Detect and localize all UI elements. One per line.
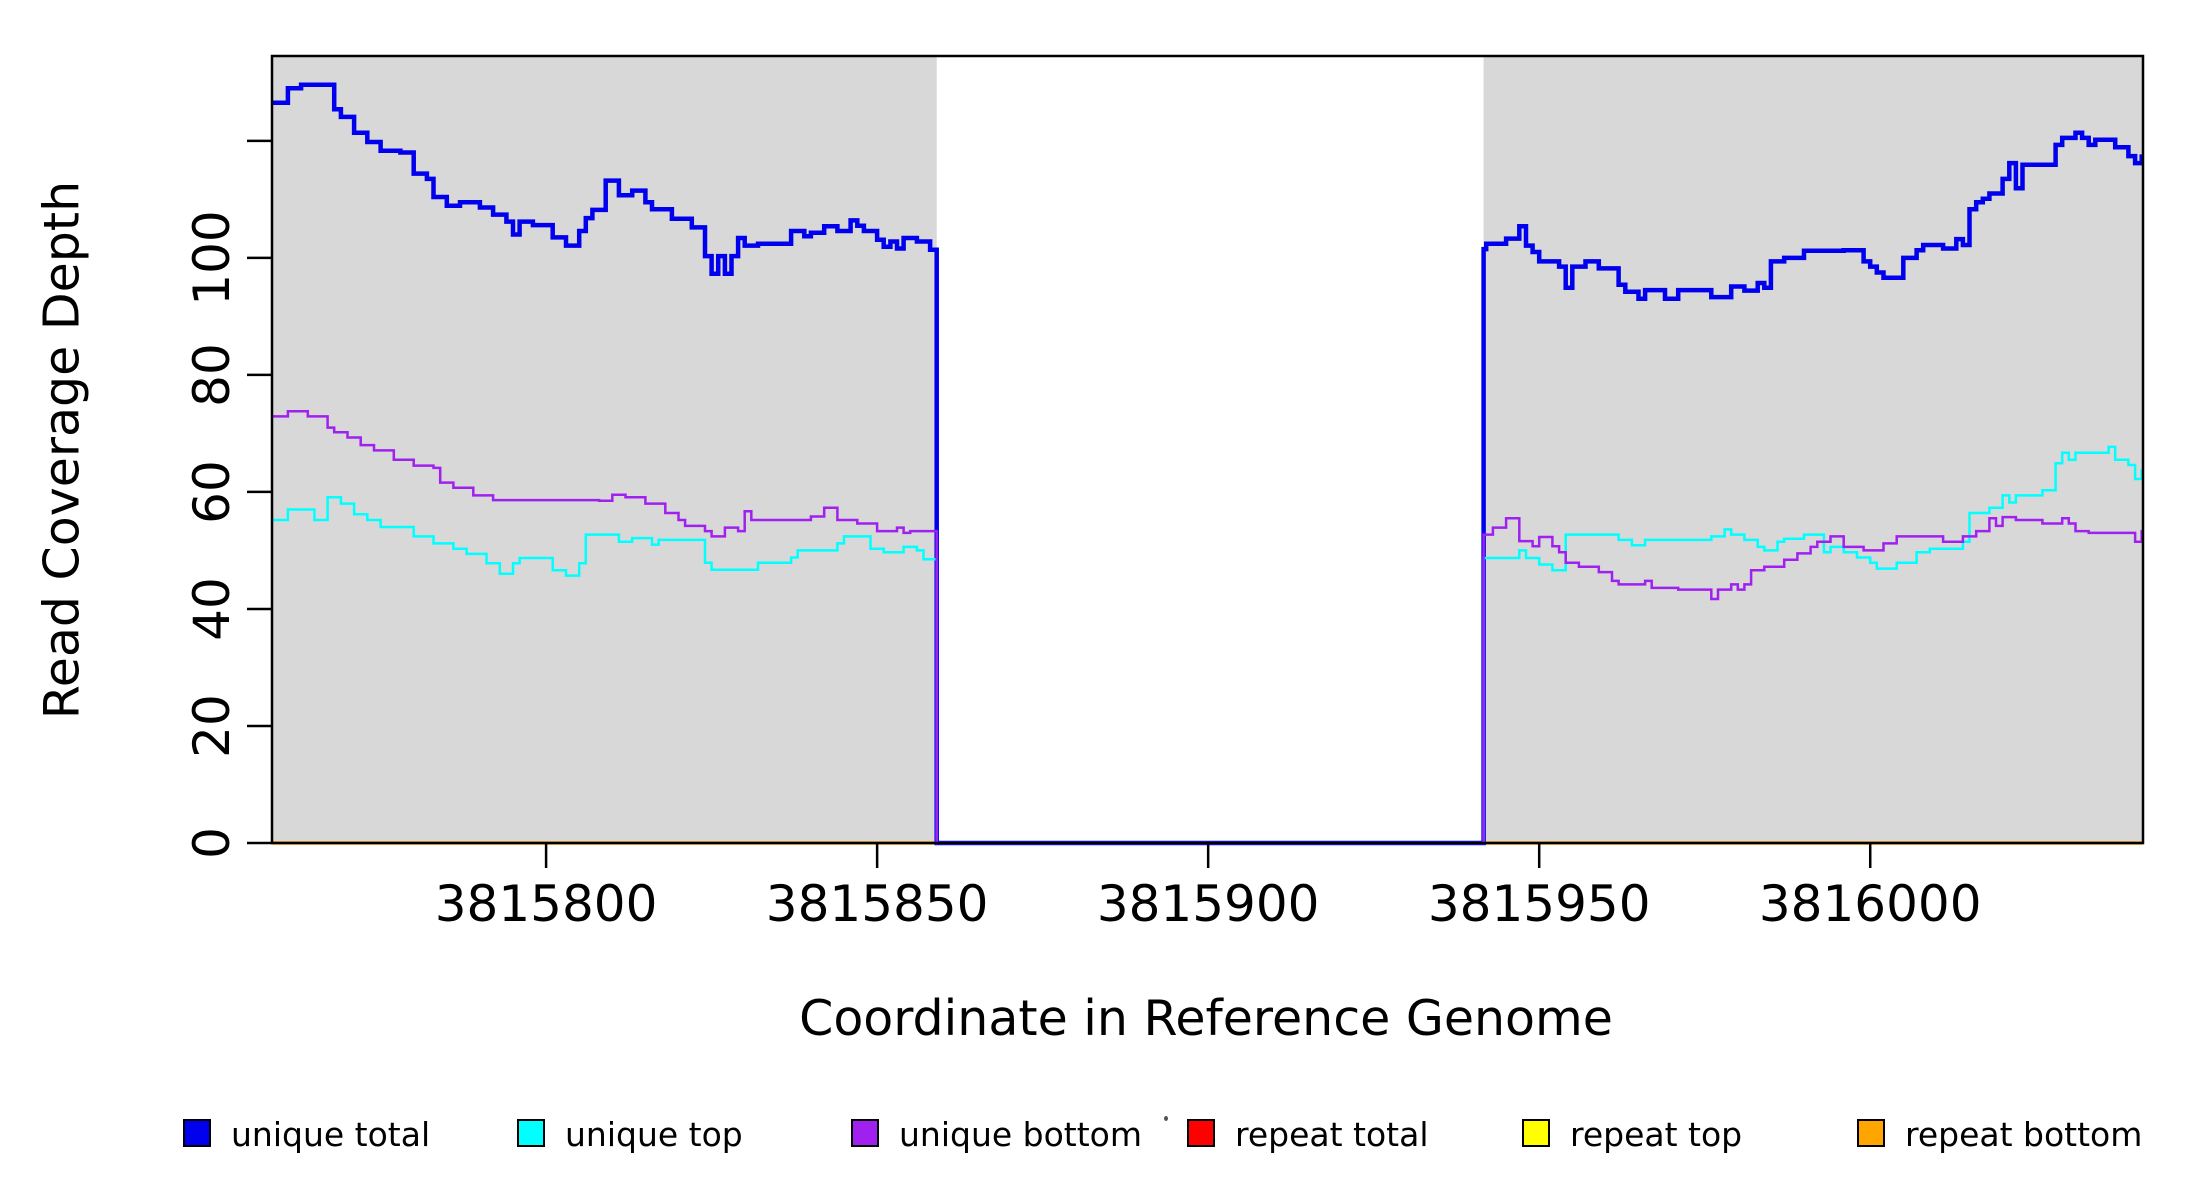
y-tick-label-2: 40 — [183, 577, 241, 641]
y-tick-label-4: 80 — [183, 343, 241, 407]
stray-dot — [1164, 1116, 1168, 1121]
legend-label-unique-top: unique top — [565, 1115, 743, 1154]
shaded-region-1 — [1483, 56, 2143, 843]
legend-label-repeat-top: repeat top — [1570, 1115, 1743, 1154]
x-tick-label-0: 3815800 — [434, 875, 658, 933]
series-unique-bottom — [272, 409, 2143, 845]
y-axis-title: Read Coverage Depth — [33, 180, 91, 720]
series-unique-top — [272, 445, 2143, 845]
y-tick-label-1: 20 — [183, 694, 241, 758]
legend-swatch-unique-total — [183, 1119, 211, 1147]
legend-swatch-unique-bottom — [851, 1119, 879, 1147]
y-tick-label-5: 100 — [183, 210, 241, 306]
x-tick-label-2: 3815900 — [1096, 875, 1320, 933]
y-tick-label-3: 60 — [183, 460, 241, 524]
legend-swatch-repeat-bottom — [1857, 1119, 1885, 1147]
x-tick-label-4: 3816000 — [1758, 875, 1982, 933]
legend-label-unique-total: unique total — [231, 1115, 431, 1154]
x-axis-title: Coordinate in Reference Genome — [799, 990, 1613, 1047]
legend-label-repeat-bottom: repeat bottom — [1905, 1115, 2143, 1154]
legend-swatch-repeat-top — [1522, 1119, 1550, 1147]
legend-label-unique-bottom: unique bottom — [899, 1115, 1143, 1154]
x-tick-label-1: 3815850 — [765, 875, 989, 933]
shaded-region-0 — [272, 56, 937, 843]
y-tick-label-0: 0 — [183, 827, 241, 859]
legend-swatch-unique-top — [517, 1119, 545, 1147]
legend-label-repeat-total: repeat total — [1235, 1115, 1429, 1154]
legend-swatch-repeat-total — [1187, 1119, 1215, 1147]
x-tick-label-3: 3815950 — [1427, 875, 1651, 933]
